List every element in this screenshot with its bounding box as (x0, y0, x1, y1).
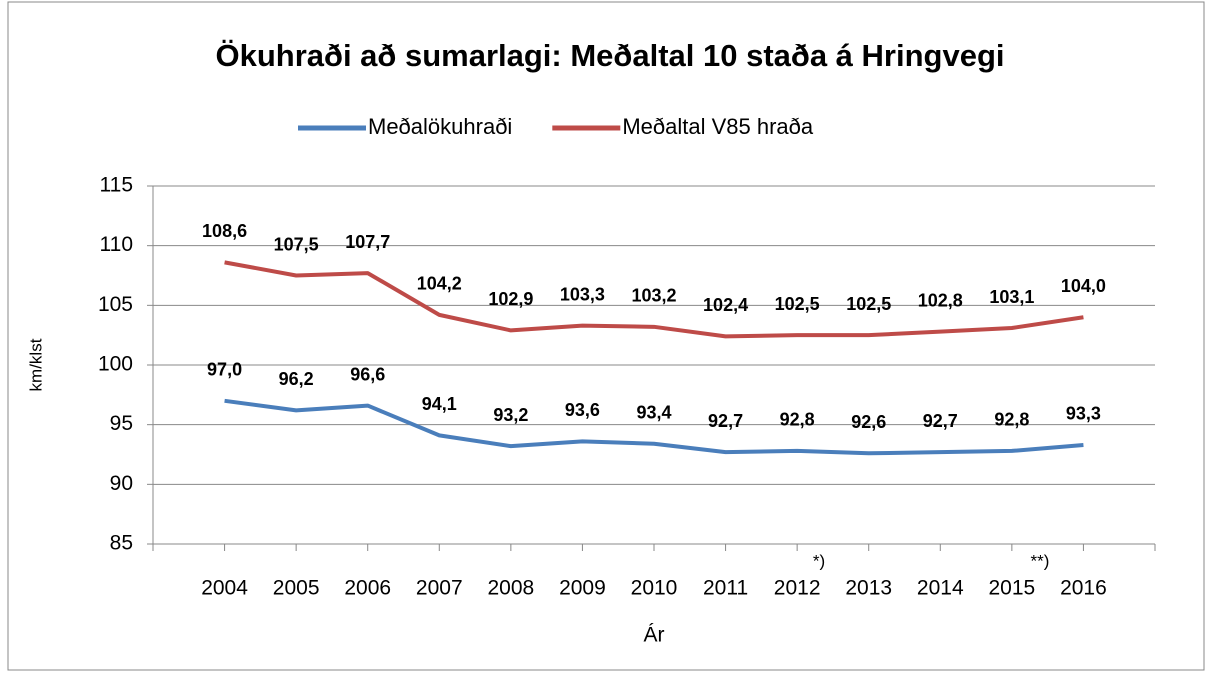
data-label: 102,4 (703, 295, 748, 315)
x-tick-label: 2011 (703, 577, 748, 600)
data-label: 93,4 (636, 403, 671, 423)
y-tick-label: 95 (110, 412, 133, 435)
data-label: 104,2 (417, 274, 462, 294)
x-tick-label: 2004 (201, 577, 248, 600)
legend-label: Meðaltal V85 hraða (622, 114, 814, 139)
data-label: 107,7 (345, 232, 390, 252)
annotation: **) (1031, 551, 1050, 570)
x-tick-label: 2005 (273, 577, 320, 600)
data-label: 93,2 (493, 405, 528, 425)
legend-label: Meðalökuhraði (368, 114, 512, 139)
y-tick-label: 110 (100, 233, 133, 256)
data-label: 92,7 (708, 411, 743, 431)
x-tick-label: 2014 (917, 577, 964, 600)
data-label: 92,8 (994, 410, 1029, 430)
y-tick-label: 105 (98, 293, 133, 316)
data-label: 94,1 (422, 394, 457, 414)
series-line (224, 260, 1084, 339)
data-label: 96,2 (279, 369, 314, 389)
data-label: 97,0 (207, 360, 242, 380)
x-tick-label: 2010 (631, 577, 678, 600)
x-tick-label: 2012 (774, 577, 821, 600)
x-tick-label: 2009 (559, 577, 606, 600)
y-tick-label: 85 (110, 532, 133, 555)
data-label: 107,5 (274, 234, 319, 254)
chart-border (7, 1, 1205, 671)
data-label: 92,8 (780, 410, 815, 430)
data-label: 92,6 (851, 412, 886, 432)
data-label: 92,7 (923, 411, 958, 431)
data-label: 108,6 (202, 221, 247, 241)
y-axis-label: km/klst (26, 338, 45, 391)
x-tick-label: 2006 (344, 577, 391, 600)
data-label: 102,9 (488, 289, 533, 309)
data-label: 103,3 (560, 284, 605, 304)
data-label: 103,2 (631, 286, 676, 306)
x-tick-label: 2015 (988, 577, 1035, 600)
data-label: 102,8 (918, 290, 963, 310)
x-tick-label: 2016 (1060, 577, 1107, 600)
y-tick-label: 115 (100, 174, 133, 197)
data-label: 103,1 (989, 287, 1034, 307)
chart-title: Ökuhraði að sumarlagi: Meðaltal 10 staða… (215, 38, 1004, 73)
series-line (224, 398, 1084, 456)
data-label: 93,3 (1066, 404, 1101, 424)
data-label: 102,5 (775, 294, 820, 314)
data-label: 96,6 (350, 364, 385, 384)
x-tick-label: 2013 (845, 577, 892, 600)
data-label: 102,5 (846, 294, 891, 314)
x-axis-label: Ár (644, 624, 665, 647)
x-tick-label: 2008 (487, 577, 534, 600)
data-label: 104,0 (1061, 276, 1106, 296)
data-label: 93,6 (565, 400, 600, 420)
annotation: *) (813, 551, 825, 570)
y-tick-label: 90 (110, 472, 133, 495)
y-tick-label: 100 (98, 353, 133, 376)
x-tick-label: 2007 (416, 577, 463, 600)
